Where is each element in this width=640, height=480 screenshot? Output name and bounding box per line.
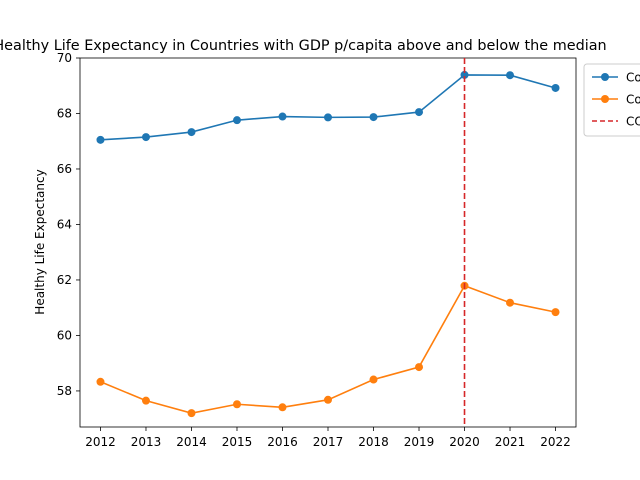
x-tick-label-2014: 2014 — [176, 435, 207, 449]
x-tick-label-2022: 2022 — [540, 435, 571, 449]
legend-label-vline: CO — [626, 115, 640, 129]
data-point-s1-2018 — [369, 113, 378, 122]
data-point-s2-2013 — [141, 396, 150, 405]
y-tick-label-62: 62 — [57, 273, 72, 287]
data-point-s1-2014 — [187, 128, 196, 137]
y-tick-label-66: 66 — [57, 162, 72, 176]
x-tick-label-2012: 2012 — [85, 435, 116, 449]
x-tick-label-2013: 2013 — [131, 435, 162, 449]
plot-frame — [79, 57, 577, 428]
y-tick-label-68: 68 — [57, 106, 72, 120]
x-tick-label-2015: 2015 — [222, 435, 253, 449]
y-tick-label-64: 64 — [57, 217, 72, 231]
data-point-s2-2014 — [187, 409, 196, 418]
y-axis-label: Healthy Life Expectancy — [33, 169, 47, 314]
data-point-s2-2022 — [551, 308, 560, 317]
data-point-s2-2016 — [278, 403, 287, 412]
data-point-s2-2021 — [506, 298, 515, 307]
y-tick-label-58: 58 — [57, 384, 72, 398]
data-point-s2-2017 — [324, 395, 332, 404]
data-point-s1-2012 — [96, 135, 105, 144]
y-tick-label-70: 70 — [57, 51, 72, 65]
x-tick-label-2019: 2019 — [404, 435, 435, 449]
data-point-s1-2022 — [551, 83, 560, 92]
data-point-s1-2016 — [278, 112, 287, 121]
data-point-s1-2020 — [460, 70, 469, 79]
y-tick-label-60: 60 — [57, 328, 72, 342]
x-tick-label-2017: 2017 — [313, 435, 344, 449]
chart-title: Healthy Life Expectancy in Countries wit… — [0, 38, 607, 54]
data-point-s1-2019 — [415, 108, 424, 117]
legend-label-1: Co — [626, 71, 640, 85]
x-tick-label-2021: 2021 — [495, 435, 526, 449]
data-point-s1-2017 — [324, 113, 332, 122]
data-point-s2-2018 — [369, 375, 378, 384]
series-line-1 — [100, 74, 556, 141]
data-point-s2-2015 — [232, 400, 241, 409]
legend-swatch-marker-1 — [601, 73, 609, 81]
x-tick-label-2018: 2018 — [358, 435, 389, 449]
data-point-s1-2015 — [232, 116, 241, 125]
x-tick-label-2016: 2016 — [267, 435, 298, 449]
data-point-s2-2012 — [96, 377, 105, 386]
data-point-s1-2021 — [506, 71, 515, 80]
data-point-s1-2013 — [141, 133, 150, 142]
series-line-2 — [100, 284, 556, 414]
x-tick-label-2020: 2020 — [449, 435, 480, 449]
legend-label-2: Co — [626, 93, 640, 107]
data-point-s2-2019 — [415, 363, 424, 372]
legend-box — [583, 63, 640, 137]
legend: Co Co CO — [583, 63, 640, 137]
legend-swatch-marker-2 — [601, 95, 609, 103]
